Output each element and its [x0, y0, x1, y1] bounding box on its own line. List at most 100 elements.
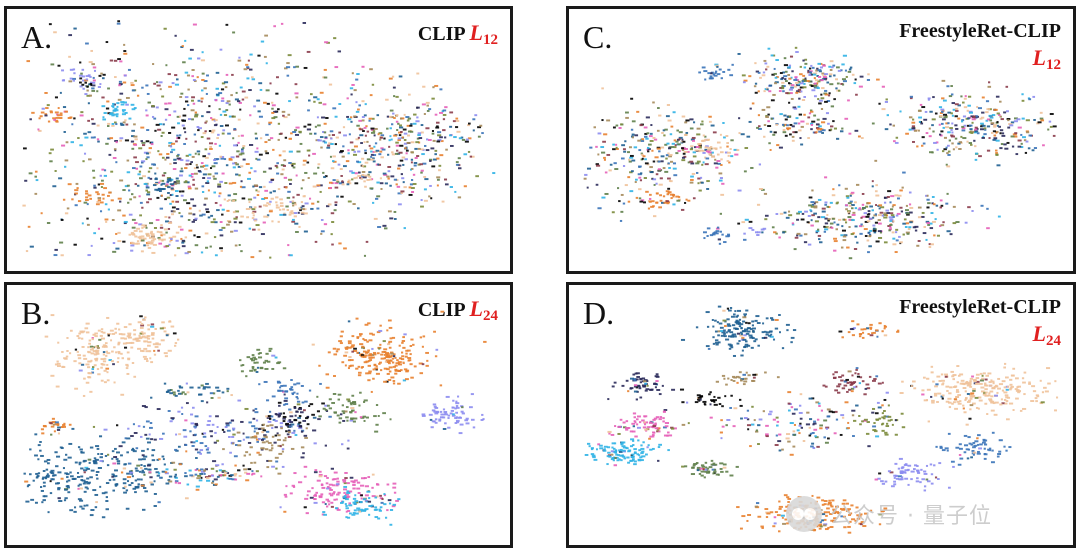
point: [833, 249, 837, 252]
point: [205, 246, 209, 249]
point: [791, 84, 795, 87]
point: [213, 162, 218, 165]
point: [1052, 134, 1056, 137]
point: [717, 73, 721, 76]
point: [281, 168, 285, 171]
point: [962, 137, 967, 140]
point: [884, 128, 889, 131]
point: [715, 343, 719, 346]
point: [332, 347, 337, 350]
point: [268, 410, 272, 413]
cluster-b-15: [222, 423, 308, 469]
point: [83, 469, 88, 472]
point: [117, 341, 121, 344]
point: [1025, 119, 1030, 122]
point: [169, 420, 173, 423]
point: [66, 350, 69, 352]
point: [902, 171, 906, 174]
point: [439, 410, 443, 413]
point: [206, 137, 211, 140]
point: [311, 343, 315, 346]
cluster-c-2: [635, 190, 696, 210]
point: [123, 43, 126, 46]
point: [196, 477, 200, 480]
point: [139, 315, 143, 318]
point: [996, 124, 999, 127]
point: [408, 130, 412, 133]
point: [971, 121, 974, 124]
point: [328, 398, 332, 401]
point: [344, 351, 349, 354]
point: [896, 197, 900, 200]
point: [754, 319, 758, 322]
point: [157, 501, 161, 504]
point: [795, 81, 799, 84]
point: [921, 136, 925, 139]
point: [328, 487, 332, 490]
point: [213, 191, 217, 194]
point: [649, 140, 654, 142]
point: [640, 199, 645, 202]
point: [988, 81, 991, 84]
point: [323, 131, 327, 134]
point: [288, 429, 291, 432]
point: [85, 322, 90, 325]
point: [457, 157, 461, 160]
point: [715, 166, 719, 169]
point: [148, 147, 152, 150]
point: [111, 122, 115, 125]
point: [218, 92, 223, 95]
point: [176, 157, 181, 160]
point: [604, 192, 609, 195]
point: [175, 140, 178, 143]
point: [357, 365, 361, 368]
point: [140, 478, 143, 481]
point: [730, 344, 733, 347]
point: [90, 84, 93, 87]
point: [34, 175, 37, 178]
point: [878, 322, 882, 325]
point: [1024, 151, 1028, 154]
point: [892, 243, 897, 246]
point: [44, 91, 48, 94]
point: [940, 122, 944, 125]
point: [443, 410, 448, 413]
point: [175, 200, 180, 203]
point: [190, 161, 193, 164]
point: [154, 183, 158, 185]
point: [298, 406, 302, 409]
point: [629, 156, 634, 159]
point: [147, 191, 151, 194]
point: [986, 118, 991, 121]
point: [141, 86, 144, 89]
point: [59, 114, 63, 117]
point: [279, 445, 282, 448]
point: [850, 233, 854, 236]
point: [366, 140, 369, 143]
point: [224, 426, 228, 428]
point: [116, 22, 121, 25]
point: [815, 123, 820, 126]
point: [216, 389, 221, 392]
point: [65, 355, 69, 358]
point: [420, 169, 424, 172]
point: [328, 142, 332, 145]
point: [248, 227, 252, 230]
point: [352, 487, 356, 490]
point: [216, 475, 220, 478]
point: [201, 51, 204, 54]
point: [249, 53, 253, 56]
point: [232, 427, 236, 430]
point: [746, 135, 751, 138]
point: [121, 113, 126, 116]
point: [194, 448, 199, 451]
point: [962, 407, 965, 410]
point: [145, 114, 149, 117]
point: [706, 325, 710, 328]
point: [164, 472, 169, 475]
scatter-plot-b: [23, 310, 487, 526]
point: [791, 139, 795, 142]
point: [208, 130, 212, 132]
point: [809, 109, 813, 112]
point: [736, 314, 739, 317]
